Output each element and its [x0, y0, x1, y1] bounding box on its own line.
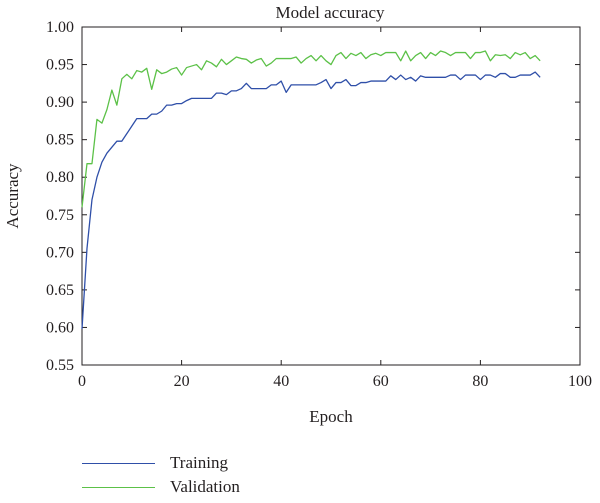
series-line-validation [81, 50, 541, 208]
y-tick-label: 0.65 [46, 282, 74, 299]
y-tick-label: 0.90 [46, 94, 74, 111]
y-tick-label: 0.55 [46, 357, 74, 374]
x-tick-label: 60 [373, 373, 389, 390]
legend: Training Validation [82, 452, 302, 500]
plot-frame [81, 26, 581, 366]
x-axis-label: Epoch [309, 407, 353, 426]
legend-swatch-training [82, 463, 155, 464]
y-tick-label: 0.80 [46, 169, 74, 186]
legend-label-validation: Validation [170, 477, 240, 496]
y-tick-label: 0.75 [46, 207, 74, 224]
x-tick-label: 40 [273, 373, 289, 390]
legend-item-validation: Validation [82, 476, 302, 500]
legend-swatch-validation [82, 487, 155, 488]
y-tick-label: 0.60 [46, 319, 74, 336]
x-tick-label: 20 [174, 373, 190, 390]
y-tick-label: 0.95 [46, 57, 74, 74]
x-tick-label: 0 [78, 373, 86, 390]
chart-title: Model accuracy [275, 3, 385, 22]
y-tick-label: 1.00 [46, 19, 74, 36]
y-axis-label: Accuracy [3, 163, 22, 229]
x-tick-label: 80 [472, 373, 488, 390]
legend-label-training: Training [170, 453, 228, 472]
y-tick-label: 0.70 [46, 244, 74, 261]
series-line-training [81, 71, 541, 329]
x-tick-label: 100 [568, 373, 592, 390]
plot-area: 0 20 40 60 80 100 0.55 0.60 0.65 0.70 0.75 0.80 0.85… [46, 19, 592, 390]
legend-item-training: Training [82, 452, 302, 476]
y-tick-label: 0.85 [46, 132, 74, 149]
